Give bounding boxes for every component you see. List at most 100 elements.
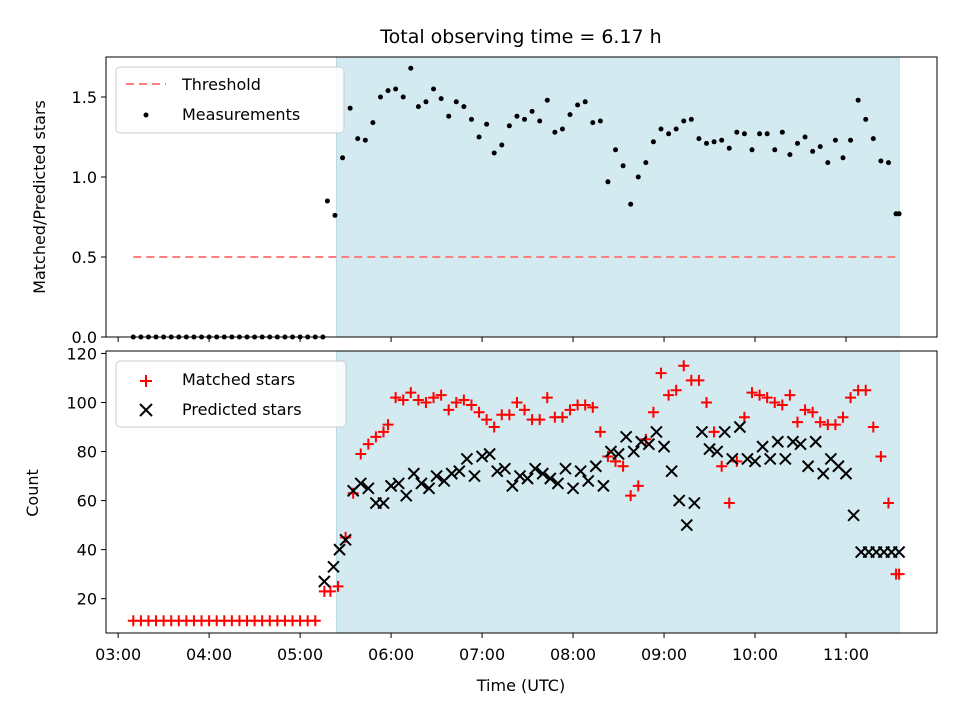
top-axes-frame	[105, 56, 938, 338]
top-shaded-interval	[335, 56, 900, 338]
measurement-point	[468, 116, 474, 122]
matched-star-point	[723, 497, 735, 509]
measurement-point	[635, 174, 641, 180]
top-y-ticks: 0.0 0.5 1.0 1.5	[72, 88, 106, 347]
measurement-point	[575, 102, 581, 108]
matched-star-point	[435, 389, 447, 401]
predicted-star-point	[809, 435, 822, 448]
matched-star-point	[807, 406, 819, 418]
measurement-point	[696, 136, 702, 142]
matched-star-point	[412, 394, 424, 406]
predicted-star-point	[415, 477, 428, 490]
predicted-star-point	[771, 435, 784, 448]
measurement-point	[688, 116, 694, 122]
measurement-point	[446, 113, 452, 119]
matched-star-point	[420, 396, 432, 408]
matched-star-point	[754, 389, 766, 401]
bottom-y-axis-label: Count	[23, 469, 42, 517]
matched-star-point	[355, 448, 367, 460]
measurement-point	[726, 145, 732, 151]
predicted-star-point	[430, 469, 443, 483]
measurement-point	[499, 142, 505, 148]
matched-star-point	[769, 396, 781, 408]
measurement-point	[332, 212, 338, 218]
measurement-point	[757, 131, 763, 137]
matched-star-point	[309, 615, 321, 627]
predicted-star-point	[642, 437, 656, 451]
predicted-star-point	[544, 472, 557, 485]
measurement-point	[370, 120, 376, 126]
measurement-point	[772, 147, 778, 153]
measurement-point	[537, 118, 543, 124]
measurement-point	[817, 144, 823, 150]
matched-star-point	[390, 392, 402, 404]
measurement-point	[461, 104, 467, 110]
matched-star-point	[625, 490, 637, 502]
bottom-y-tick-label: 20	[77, 590, 97, 609]
matched-star-point	[378, 426, 390, 438]
predicted-star-point	[582, 474, 595, 488]
x-tick-label: 09:00	[641, 645, 687, 664]
matched-star-point	[519, 404, 531, 416]
predicted-star-point	[794, 437, 807, 451]
predicted-star-point	[673, 494, 686, 507]
measurement-point	[704, 140, 710, 146]
measurement-point	[896, 211, 902, 217]
matched-star-point	[534, 414, 546, 426]
predicted-star-point	[318, 575, 331, 588]
predicted-star-point	[498, 462, 512, 475]
measurement-point	[741, 131, 747, 137]
top-legend-box	[115, 66, 345, 134]
measurement-point	[855, 97, 861, 103]
measurement-point	[484, 121, 490, 127]
predicted-star-point	[536, 467, 549, 480]
x-tick-label: 03:00	[95, 645, 141, 664]
legend-matched-swatch	[140, 375, 152, 387]
matched-star-point	[875, 450, 887, 462]
predicted-star-point	[657, 440, 671, 453]
measurement-point	[832, 137, 838, 143]
predicted-star-point	[688, 496, 701, 510]
measurement-point	[415, 104, 421, 110]
matched-star-point	[405, 387, 417, 399]
top-panel: 0.0 0.5 1.0 1.5 Matched/Predicted stars Thr…	[30, 56, 938, 347]
matched-star-point	[503, 409, 515, 421]
predicted-star-point	[468, 469, 481, 483]
matched-star-point	[708, 426, 720, 438]
measurement-point	[347, 105, 353, 111]
chart-title: Total observing time = 6.17 h	[379, 26, 661, 48]
matched-star-point	[481, 414, 493, 426]
measurement-point	[506, 123, 512, 129]
predicted-star-point	[763, 452, 777, 466]
measurement-point	[423, 99, 429, 105]
matched-star-point	[332, 580, 344, 592]
measurement-point	[552, 129, 558, 135]
measurement-point	[362, 137, 368, 143]
predicted-star-point	[513, 469, 527, 483]
measurement-point	[794, 140, 800, 146]
matched-star-point	[465, 399, 477, 411]
matched-star-point	[655, 367, 667, 379]
matched-star-point	[450, 396, 462, 408]
predicted-star-point	[635, 435, 648, 448]
predicted-star-point	[612, 447, 625, 461]
predicted-star-point	[475, 450, 489, 463]
matched-star-point	[731, 455, 743, 467]
matched-star-point	[867, 421, 879, 433]
predicted-star-point	[847, 509, 860, 522]
bottom-y-tick-label: 80	[77, 443, 97, 462]
matched-star-point	[602, 450, 614, 462]
predicted-star-point	[627, 445, 640, 458]
measurement-point	[491, 150, 497, 156]
matched-star-point	[428, 392, 440, 404]
measurement-point	[885, 160, 891, 166]
bottom-legend-box	[115, 360, 347, 428]
measurement-point	[711, 139, 717, 145]
top-y-axis-label: Matched/Predicted stars	[30, 100, 49, 294]
measurement-point	[840, 155, 846, 161]
predicted-star-point	[619, 430, 633, 444]
predicted-star-point	[384, 479, 398, 493]
predicted-star-point	[703, 442, 716, 456]
matched-star-point	[382, 419, 394, 431]
predicted-star-point	[589, 460, 603, 473]
